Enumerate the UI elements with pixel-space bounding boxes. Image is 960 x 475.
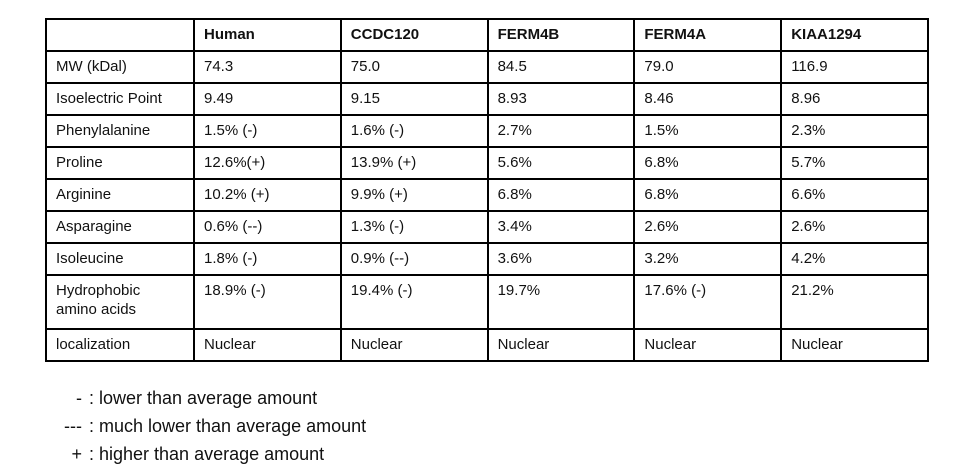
legend-symbol-triple-minus: --- — [64, 416, 82, 436]
table-cell: 4.2% — [780, 242, 929, 276]
table-row-isoelectric-point: Isoelectric Point 9.49 9.15 8.93 8.46 8.… — [45, 82, 929, 116]
table-row-localization: localization Nuclear Nuclear Nuclear Nuc… — [45, 328, 929, 362]
table-row-arginine: Arginine 10.2% (+) 9.9% (+) 6.8% 6.8% 6.… — [45, 178, 929, 212]
column-header-blank — [45, 18, 195, 52]
row-label: Asparagine — [45, 210, 195, 244]
table-cell: 1.3% (-) — [339, 210, 489, 244]
table-cell: 2.6% — [780, 210, 929, 244]
table-cell: 21.2% — [780, 274, 929, 330]
row-label: Isoleucine — [45, 242, 195, 276]
row-label: Hydrophobic amino acids — [45, 274, 195, 330]
table-cell: 19.4% (-) — [339, 274, 489, 330]
table-cell: 6.6% — [780, 178, 929, 212]
table-cell: 6.8% — [633, 178, 783, 212]
table-cell: 1.5% (-) — [193, 114, 342, 148]
table-cell: 1.6% (-) — [339, 114, 489, 148]
legend-symbol-minus: - — [76, 388, 82, 408]
table-cell: 9.15 — [339, 82, 489, 116]
table-cell: 9.49 — [193, 82, 342, 116]
table-cell: 0.6% (--) — [193, 210, 342, 244]
table-row-phenylalanine: Phenylalanine 1.5% (-) 1.6% (-) 2.7% 1.5… — [45, 114, 929, 148]
table-cell: 3.4% — [486, 210, 636, 244]
column-header-ccdc120: CCDC120 — [339, 18, 489, 52]
table-row-hydrophobic-amino-acids: Hydrophobic amino acids 18.9% (-) 19.4% … — [45, 274, 929, 330]
row-label: localization — [45, 328, 195, 362]
column-header-ferm4a: FERM4A — [633, 18, 783, 52]
legend-item-lower: - : lower than average amount — [46, 384, 366, 412]
legend-text: : lower than average amount — [89, 388, 318, 408]
table-cell: 2.3% — [780, 114, 929, 148]
legend-item-higher: + : higher than average amount — [46, 440, 366, 468]
table-cell: Nuclear — [193, 328, 342, 362]
legend: - : lower than average amount --- : much… — [46, 384, 366, 468]
table-cell: 3.2% — [633, 242, 783, 276]
table-cell: 2.6% — [633, 210, 783, 244]
table-cell: 6.8% — [633, 146, 783, 180]
legend-text: : much lower than average amount — [89, 416, 367, 436]
table-cell: 74.3 — [193, 50, 342, 84]
table-row-isoleucine: Isoleucine 1.8% (-) 0.9% (--) 3.6% 3.2% … — [45, 242, 929, 276]
column-header-ferm4b: FERM4B — [486, 18, 636, 52]
table-cell: 2.7% — [486, 114, 636, 148]
table-cell: 0.9% (--) — [339, 242, 489, 276]
protein-properties-table: Human CCDC120 FERM4B FERM4A KIAA1294 MW … — [45, 18, 929, 362]
row-label: Proline — [45, 146, 195, 180]
table-cell: 13.9% (+) — [339, 146, 489, 180]
table-cell: Nuclear — [633, 328, 783, 362]
table-cell: 84.5 — [486, 50, 636, 84]
row-label: Phenylalanine — [45, 114, 195, 148]
row-label: Isoelectric Point — [45, 82, 195, 116]
column-header-kiaa1294: KIAA1294 — [780, 18, 929, 52]
table-row-asparagine: Asparagine 0.6% (--) 1.3% (-) 3.4% 2.6% … — [45, 210, 929, 244]
table-cell: 79.0 — [633, 50, 783, 84]
table-cell: 8.46 — [633, 82, 783, 116]
table-cell: 1.5% — [633, 114, 783, 148]
table-cell: 19.7% — [486, 274, 636, 330]
table-cell: 116.9 — [780, 50, 929, 84]
table-cell: 12.6%(+) — [193, 146, 342, 180]
legend-item-much-lower: --- : much lower than average amount — [46, 412, 366, 440]
table-cell: 8.93 — [486, 82, 636, 116]
table-cell: 6.8% — [486, 178, 636, 212]
table-cell: 75.0 — [339, 50, 489, 84]
legend-symbol-plus: + — [71, 444, 82, 464]
table-header-row: Human CCDC120 FERM4B FERM4A KIAA1294 — [45, 18, 929, 52]
table-cell: Nuclear — [486, 328, 636, 362]
table-cell: Nuclear — [339, 328, 489, 362]
table-row-proline: Proline 12.6%(+) 13.9% (+) 5.6% 6.8% 5.7… — [45, 146, 929, 180]
table-cell: 5.7% — [780, 146, 929, 180]
table-cell: 5.6% — [486, 146, 636, 180]
table-cell: 10.2% (+) — [193, 178, 342, 212]
table-cell: 9.9% (+) — [339, 178, 489, 212]
table-cell: 1.8% (-) — [193, 242, 342, 276]
table-row-mw: MW (kDal) 74.3 75.0 84.5 79.0 116.9 — [45, 50, 929, 84]
table-cell: 18.9% (-) — [193, 274, 342, 330]
table-cell: 8.96 — [780, 82, 929, 116]
table-cell: Nuclear — [780, 328, 929, 362]
row-label: MW (kDal) — [45, 50, 195, 84]
table-cell: 17.6% (-) — [633, 274, 783, 330]
table-cell: 3.6% — [486, 242, 636, 276]
legend-text: : higher than average amount — [89, 444, 325, 464]
column-header-human: Human — [193, 18, 342, 52]
row-label: Arginine — [45, 178, 195, 212]
